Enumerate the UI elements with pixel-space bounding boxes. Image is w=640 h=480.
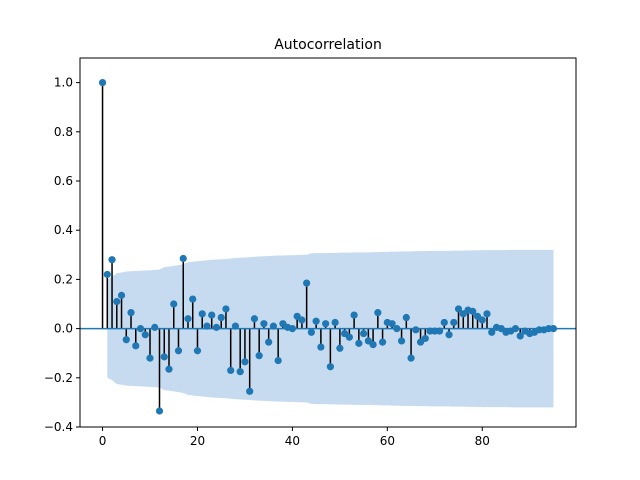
acf-point bbox=[511, 325, 520, 333]
x-tick-label: 0 bbox=[99, 434, 107, 448]
acf-point bbox=[369, 340, 377, 349]
acf-point bbox=[231, 322, 240, 330]
acf-point bbox=[298, 316, 306, 324]
y-tick-label: 0.4 bbox=[54, 223, 73, 237]
y-tick-label: −0.2 bbox=[44, 371, 73, 385]
acf-point bbox=[155, 407, 164, 415]
acf-point bbox=[117, 291, 126, 299]
acf-point bbox=[359, 329, 368, 338]
acf-point bbox=[312, 317, 320, 325]
acf-point bbox=[103, 270, 111, 279]
x-axis: 0 20 40 60 80 bbox=[99, 427, 490, 448]
acf-point bbox=[203, 322, 211, 330]
acf-point bbox=[146, 354, 154, 362]
acf-point bbox=[516, 332, 524, 340]
y-tick-label: 0.6 bbox=[54, 174, 73, 188]
acf-point bbox=[478, 316, 486, 324]
acf-point bbox=[198, 310, 206, 318]
acf-point bbox=[132, 342, 140, 350]
acf-point bbox=[151, 323, 159, 331]
acf-point bbox=[189, 295, 197, 303]
acf-point bbox=[307, 328, 315, 336]
acf-point bbox=[393, 325, 401, 333]
acf-point bbox=[488, 328, 496, 336]
y-tick-label: 1.0 bbox=[54, 76, 73, 90]
acf-point bbox=[236, 368, 244, 376]
acf-point bbox=[217, 313, 225, 322]
acf-point bbox=[445, 331, 453, 339]
acf-point bbox=[303, 279, 311, 287]
acf-point bbox=[255, 352, 263, 360]
acf-point bbox=[440, 318, 448, 327]
acf-point bbox=[407, 354, 415, 362]
y-tick-label: 0.2 bbox=[54, 272, 73, 286]
acf-point bbox=[98, 79, 107, 87]
plot-frame bbox=[79, 57, 577, 428]
acf-point bbox=[212, 323, 221, 331]
acf-point bbox=[274, 356, 282, 365]
acf-point bbox=[483, 310, 491, 318]
y-axis: −0.4 −0.2 0.0 0.2 0.4 0.6 0.8 1.0 bbox=[44, 76, 80, 434]
acf-point bbox=[412, 326, 420, 334]
acf-point bbox=[174, 347, 183, 355]
acf-point bbox=[113, 297, 121, 306]
acf-point bbox=[246, 387, 254, 395]
y-tick-label: −0.4 bbox=[44, 420, 73, 434]
chart-title: Autocorrelation bbox=[274, 37, 382, 53]
acf-point bbox=[250, 315, 259, 323]
acf-point bbox=[127, 309, 135, 317]
acf-point bbox=[222, 305, 230, 313]
x-tick-label: 80 bbox=[475, 434, 490, 448]
acf-point bbox=[435, 327, 444, 335]
acf-point bbox=[549, 325, 558, 333]
acf-point bbox=[454, 305, 463, 313]
acf-point bbox=[122, 336, 130, 344]
x-tick-label: 60 bbox=[380, 434, 395, 448]
acf-point bbox=[179, 254, 187, 263]
acf-point bbox=[421, 334, 429, 343]
acf-point bbox=[326, 363, 334, 371]
acf-point bbox=[355, 339, 363, 347]
acf-point bbox=[336, 344, 344, 352]
acf-point bbox=[402, 313, 410, 322]
acf-point bbox=[241, 358, 249, 366]
acf-point bbox=[317, 343, 325, 351]
y-tick-label: 0.8 bbox=[54, 125, 73, 139]
acf-point bbox=[397, 337, 406, 345]
acf-point bbox=[374, 309, 382, 317]
acf-point bbox=[108, 256, 116, 264]
acf-point bbox=[269, 322, 278, 330]
acf-point bbox=[450, 318, 458, 327]
acf-point bbox=[350, 311, 358, 319]
acf-point bbox=[160, 353, 168, 361]
acf-point bbox=[322, 320, 330, 328]
acf-point bbox=[136, 325, 145, 333]
acf-point bbox=[388, 320, 396, 328]
acf-point bbox=[227, 366, 235, 375]
acf-point bbox=[141, 331, 149, 339]
acf-point bbox=[193, 347, 202, 355]
acf-point bbox=[345, 333, 353, 341]
acf-point bbox=[184, 315, 192, 323]
acf-point bbox=[331, 318, 339, 327]
acf-point bbox=[260, 320, 268, 328]
acf-point bbox=[378, 338, 387, 346]
y-tick-label: 0.0 bbox=[54, 322, 73, 336]
x-tick-label: 40 bbox=[285, 434, 300, 448]
acf-point bbox=[265, 338, 273, 346]
acf-point bbox=[165, 365, 173, 373]
acf-point bbox=[469, 307, 477, 315]
marker-layer bbox=[98, 79, 558, 415]
acf-point bbox=[208, 311, 216, 319]
acf-point bbox=[288, 325, 297, 333]
x-tick-label: 20 bbox=[190, 434, 205, 448]
acf-point bbox=[170, 300, 178, 308]
